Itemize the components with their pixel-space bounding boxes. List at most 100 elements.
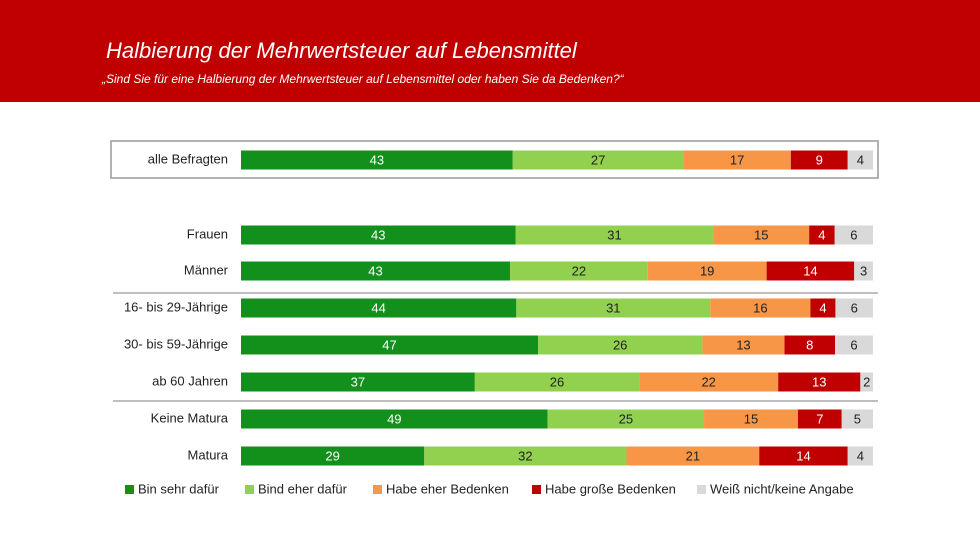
bar-segment (809, 225, 835, 245)
bar-segment (834, 225, 873, 245)
category-label: alle Befragten (148, 151, 228, 166)
value-label: 6 (850, 337, 857, 352)
bar-segment (835, 298, 873, 318)
value-label: 21 (686, 448, 700, 463)
bar-segment (759, 446, 848, 466)
bar-segment (704, 409, 798, 429)
category-label: Keine Matura (151, 410, 229, 425)
bar-segment (241, 372, 475, 392)
value-label: 15 (744, 411, 758, 426)
bar-segment (784, 335, 836, 355)
bar-segment (710, 298, 811, 318)
legend-swatch (245, 485, 254, 494)
value-label: 31 (607, 227, 621, 242)
bar-segment (241, 409, 548, 429)
bar-segment (241, 261, 511, 281)
bar-segment (241, 225, 516, 245)
value-label: 6 (851, 300, 858, 315)
bar-segment (766, 261, 855, 281)
bar-segment (647, 261, 767, 281)
value-label: 7 (816, 411, 823, 426)
bar-segment (424, 446, 627, 466)
bar-segment (790, 150, 848, 170)
bar-segment (547, 409, 705, 429)
highlight-box (110, 140, 879, 179)
category-label: 16- bis 29-Jährige (124, 299, 228, 314)
legend-label: Habe große Bedenken (545, 481, 676, 496)
bar-segment (538, 335, 703, 355)
legend-swatch (373, 485, 382, 494)
bar-segment (510, 261, 648, 281)
bar-segment (854, 261, 873, 281)
value-label: 44 (371, 300, 385, 315)
bar-segment (626, 446, 760, 466)
value-label: 13 (736, 337, 750, 352)
value-label: 4 (857, 448, 864, 463)
value-label: 25 (619, 411, 633, 426)
bar-segment (847, 446, 873, 466)
bar-segment (847, 150, 873, 170)
bar-segment (241, 150, 513, 170)
legend-label: Bin sehr dafür (138, 481, 220, 496)
value-label: 49 (387, 411, 401, 426)
value-label: 3 (860, 263, 867, 278)
legend-swatch (697, 485, 706, 494)
legend-swatch (532, 485, 541, 494)
category-label: Männer (184, 262, 229, 277)
value-label: 43 (368, 263, 382, 278)
value-label: 5 (854, 411, 861, 426)
bar-segment (860, 372, 873, 392)
value-label: 9 (816, 152, 823, 167)
value-label: 19 (700, 263, 714, 278)
value-label: 6 (850, 227, 857, 242)
legend-label: Bind eher dafür (258, 481, 348, 496)
value-label: 13 (812, 374, 826, 389)
value-label: 26 (550, 374, 564, 389)
chart-title: Halbierung der Mehrwertsteuer auf Lebens… (106, 38, 578, 63)
value-label: 43 (370, 152, 384, 167)
bar-segment (797, 409, 842, 429)
value-label: 29 (325, 448, 339, 463)
bar-segment (683, 150, 791, 170)
category-label: ab 60 Jahren (152, 373, 228, 388)
value-label: 26 (613, 337, 627, 352)
legend-label: Habe eher Bedenken (386, 481, 509, 496)
value-label: 43 (371, 227, 385, 242)
chart-subtitle: „Sind Sie für eine Halbierung der Mehrwe… (101, 72, 625, 86)
bar-segment (835, 335, 873, 355)
bar-segment (474, 372, 640, 392)
value-label: 32 (518, 448, 532, 463)
bar-segment (512, 150, 684, 170)
value-label: 37 (351, 374, 365, 389)
value-label: 47 (382, 337, 396, 352)
bar-segment (778, 372, 861, 392)
legend-swatch (125, 485, 134, 494)
value-label: 16 (753, 300, 767, 315)
bar-segment (241, 446, 425, 466)
bar-segment (841, 409, 873, 429)
bar-segment (515, 225, 714, 245)
bar-segment (516, 298, 711, 318)
category-label: Matura (188, 447, 229, 462)
bar-segment (241, 335, 539, 355)
value-label: 14 (796, 448, 810, 463)
value-label: 27 (591, 152, 605, 167)
value-label: 2 (863, 374, 870, 389)
value-label: 4 (857, 152, 864, 167)
value-label: 22 (701, 374, 715, 389)
category-label: Frauen (187, 226, 228, 241)
value-label: 4 (819, 300, 826, 315)
value-label: 31 (606, 300, 620, 315)
legend-label: Weiß nicht/keine Angabe (710, 481, 854, 496)
bar-segment (702, 335, 785, 355)
value-label: 22 (572, 263, 586, 278)
value-label: 4 (818, 227, 825, 242)
bar-segment (241, 298, 517, 318)
value-label: 17 (730, 152, 744, 167)
bar-segment (639, 372, 779, 392)
bar-segment (810, 298, 836, 318)
value-label: 14 (803, 263, 817, 278)
value-label: 8 (806, 337, 813, 352)
